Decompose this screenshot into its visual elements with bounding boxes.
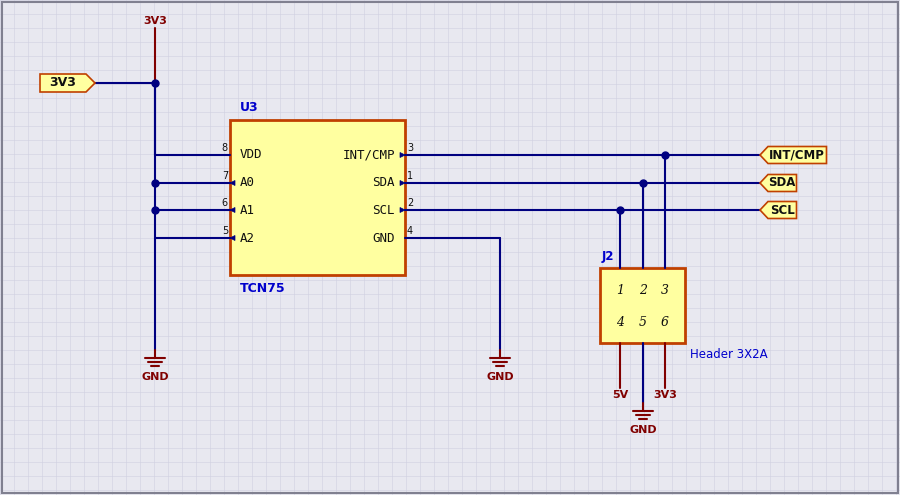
Polygon shape <box>400 181 405 186</box>
Polygon shape <box>230 207 235 212</box>
Text: 5: 5 <box>221 226 228 236</box>
Text: 1: 1 <box>616 284 624 297</box>
Text: 5: 5 <box>639 316 647 330</box>
Polygon shape <box>230 181 235 186</box>
Text: 1: 1 <box>407 171 413 181</box>
Text: VDD: VDD <box>240 148 263 161</box>
Polygon shape <box>40 74 95 92</box>
Text: INT/CMP: INT/CMP <box>770 148 825 161</box>
Text: A2: A2 <box>240 232 255 245</box>
Text: GND: GND <box>486 372 514 382</box>
Text: 2: 2 <box>639 284 647 297</box>
Bar <box>600 268 685 343</box>
Text: Header 3X2A: Header 3X2A <box>690 348 768 361</box>
Text: 3: 3 <box>407 143 413 153</box>
Polygon shape <box>760 175 796 192</box>
Text: 2: 2 <box>407 198 413 208</box>
Text: GND: GND <box>629 425 657 435</box>
Text: SDA: SDA <box>373 177 395 190</box>
Text: 6: 6 <box>661 316 669 330</box>
Polygon shape <box>400 207 405 212</box>
Polygon shape <box>760 201 796 218</box>
Text: 8: 8 <box>222 143 228 153</box>
Text: 7: 7 <box>221 171 228 181</box>
Polygon shape <box>400 152 405 157</box>
Text: GND: GND <box>141 372 169 382</box>
Text: 3V3: 3V3 <box>653 390 677 400</box>
Text: 6: 6 <box>222 198 228 208</box>
Text: GND: GND <box>373 232 395 245</box>
Text: 4: 4 <box>407 226 413 236</box>
Text: U3: U3 <box>240 101 258 114</box>
Polygon shape <box>760 147 826 163</box>
Text: 3V3: 3V3 <box>143 16 166 26</box>
Text: 4: 4 <box>616 316 624 330</box>
Text: 3V3: 3V3 <box>50 77 76 90</box>
Text: TCN75: TCN75 <box>240 282 285 295</box>
Text: J2: J2 <box>602 250 615 263</box>
Text: A0: A0 <box>240 177 255 190</box>
Text: INT/CMP: INT/CMP <box>343 148 395 161</box>
Text: 5V: 5V <box>612 390 628 400</box>
Text: A1: A1 <box>240 203 255 216</box>
Polygon shape <box>230 236 235 241</box>
Text: SCL: SCL <box>770 203 795 216</box>
Text: SDA: SDA <box>769 177 796 190</box>
Text: 3: 3 <box>661 284 669 297</box>
Text: SCL: SCL <box>373 203 395 216</box>
Bar <box>230 120 405 275</box>
